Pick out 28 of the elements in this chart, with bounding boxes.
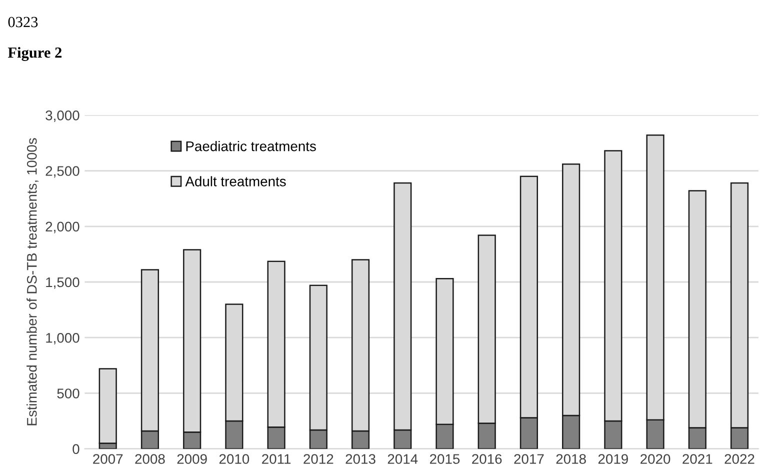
text: 0323 xyxy=(8,16,38,28)
x-tick-label: 2012 xyxy=(304,454,334,464)
caption: Figure 2 xyxy=(8,47,62,61)
x-tick-label: 2022 xyxy=(724,454,754,464)
legend-label: Paediatric treatments xyxy=(186,141,316,152)
x-tick-label: 2018 xyxy=(556,454,586,464)
x-tick-label: 2010 xyxy=(219,454,250,464)
y-tick-label: 1,000 xyxy=(46,332,80,344)
x-tick-label: 2007 xyxy=(93,454,123,464)
y-tick-label: 2,000 xyxy=(46,222,80,234)
y-tick-label: 2,500 xyxy=(46,166,80,178)
x-tick-label: 2020 xyxy=(640,454,670,464)
y-axis-title: Estimated number of DS-TB treatments, 1000s xyxy=(26,138,38,426)
x-tick-label: 2009 xyxy=(177,454,207,464)
y-tick-label: 3,000 xyxy=(46,110,80,122)
x-tick-label: 2019 xyxy=(598,454,628,464)
x-tick-label: 2015 xyxy=(430,454,460,464)
x-tick-label: 2008 xyxy=(135,454,165,464)
x-tick-label: 2013 xyxy=(346,454,376,464)
x-tick-label: 2017 xyxy=(514,454,544,464)
x-tick-label: 2021 xyxy=(682,454,712,464)
x-tick-label: 2011 xyxy=(262,454,291,464)
y-tick-label: 1,500 xyxy=(46,277,80,289)
x-tick-label: 2014 xyxy=(388,454,418,464)
y-tick-label: 0 xyxy=(72,444,80,454)
legend-label: Adult treatments xyxy=(185,176,286,186)
y-tick-label: 500 xyxy=(57,388,80,398)
x-tick-label: 2016 xyxy=(472,454,502,464)
